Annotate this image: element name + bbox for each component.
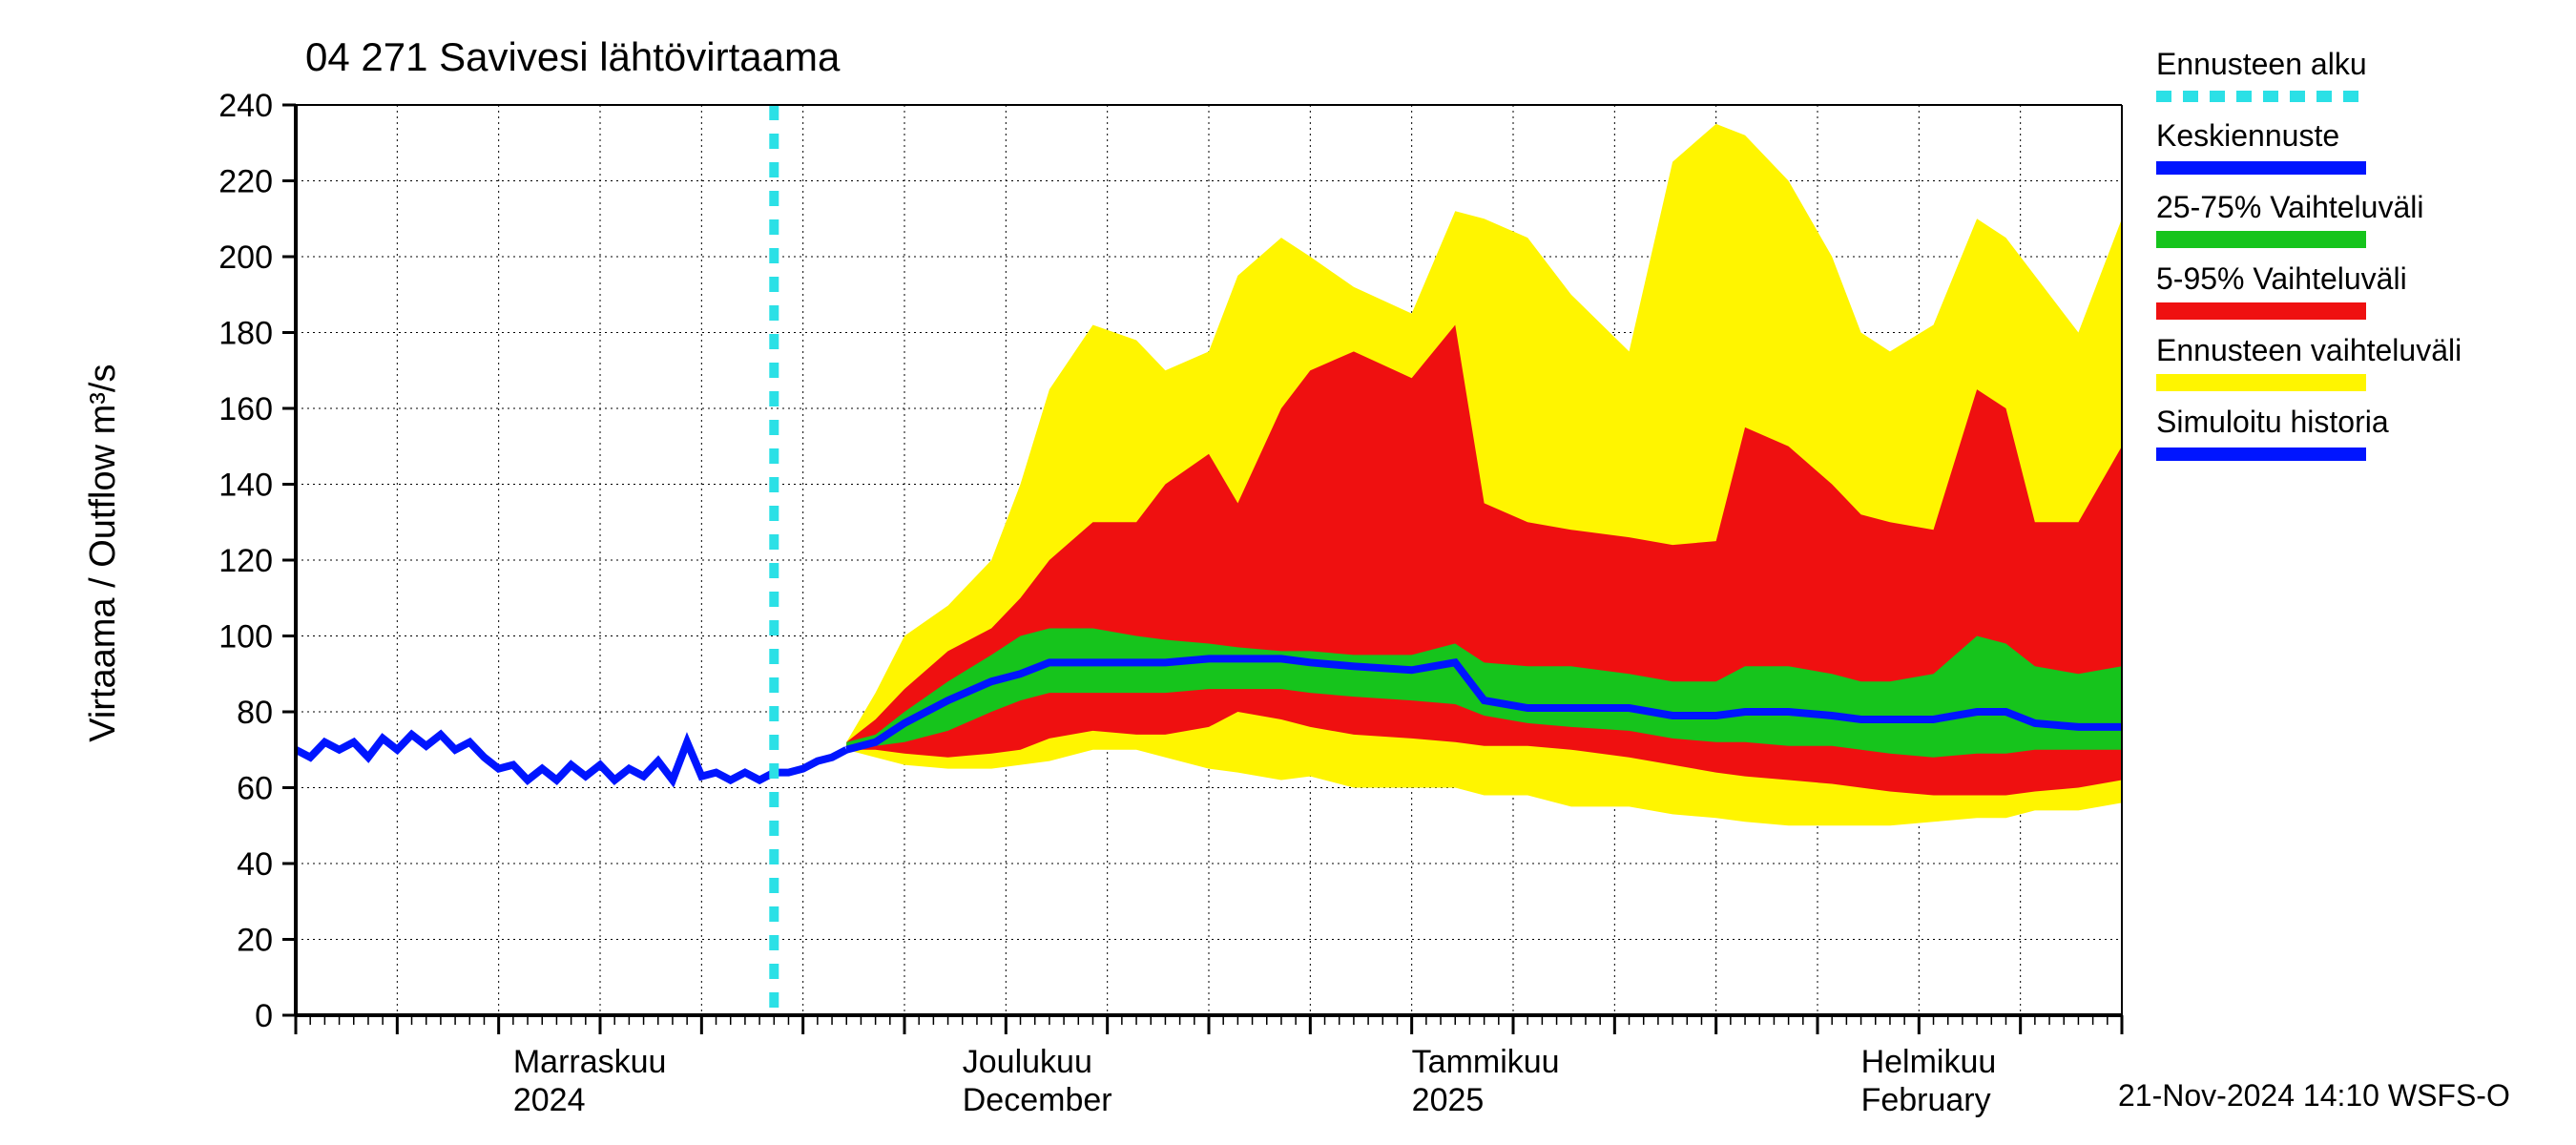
ytick-label: 40 xyxy=(237,846,273,883)
ytick-label: 220 xyxy=(218,164,273,200)
ytick-label: 160 xyxy=(218,391,273,427)
ytick-label: 140 xyxy=(218,468,273,504)
legend-swatch xyxy=(2156,448,2366,461)
ytick-label: 200 xyxy=(218,239,273,276)
month-sublabel: December xyxy=(963,1082,1112,1118)
legend-label: Simuloitu historia xyxy=(2156,405,2389,439)
month-sublabel: 2025 xyxy=(1412,1082,1485,1118)
month-sublabel: 2024 xyxy=(513,1082,586,1118)
ytick-label: 100 xyxy=(218,619,273,656)
ytick-label: 0 xyxy=(255,998,273,1034)
chart-title: 04 271 Savivesi lähtövirtaama xyxy=(305,34,841,79)
y-axis-label: Virtaama / Outflow m³/s xyxy=(83,364,123,742)
legend-label: 25-75% Vaihteluväli xyxy=(2156,190,2423,224)
legend-label: Ennusteen alku xyxy=(2156,47,2367,81)
legend-swatch xyxy=(2156,374,2366,391)
legend-swatch xyxy=(2156,161,2366,175)
ytick-label: 240 xyxy=(218,88,273,124)
chart-footer: 21-Nov-2024 14:10 WSFS-O xyxy=(2118,1078,2510,1113)
ytick-label: 60 xyxy=(237,771,273,807)
legend-label: Keskiennuste xyxy=(2156,118,2339,153)
ytick-label: 180 xyxy=(218,316,273,352)
month-label: Marraskuu xyxy=(513,1044,667,1080)
legend-label: 5-95% Vaihteluväli xyxy=(2156,261,2407,296)
legend-swatch xyxy=(2156,231,2366,248)
outflow-forecast-chart: 0 20 40 60 80 100 120 140 160 180 200 220 240 Marrask… xyxy=(0,0,2576,1145)
month-label: Helmikuu xyxy=(1861,1044,1997,1080)
chart-svg: 0 20 40 60 80 100 120 140 160 180 200 220 240 Marrask… xyxy=(0,0,2576,1145)
legend-swatch xyxy=(2156,302,2366,320)
legend-label: Ennusteen vaihteluväli xyxy=(2156,333,2462,367)
ytick-label: 20 xyxy=(237,923,273,959)
month-sublabel: February xyxy=(1861,1082,1991,1118)
ytick-label: 120 xyxy=(218,543,273,579)
month-label: Tammikuu xyxy=(1412,1044,1560,1080)
month-label: Joulukuu xyxy=(963,1044,1092,1080)
ytick-label: 80 xyxy=(237,695,273,731)
